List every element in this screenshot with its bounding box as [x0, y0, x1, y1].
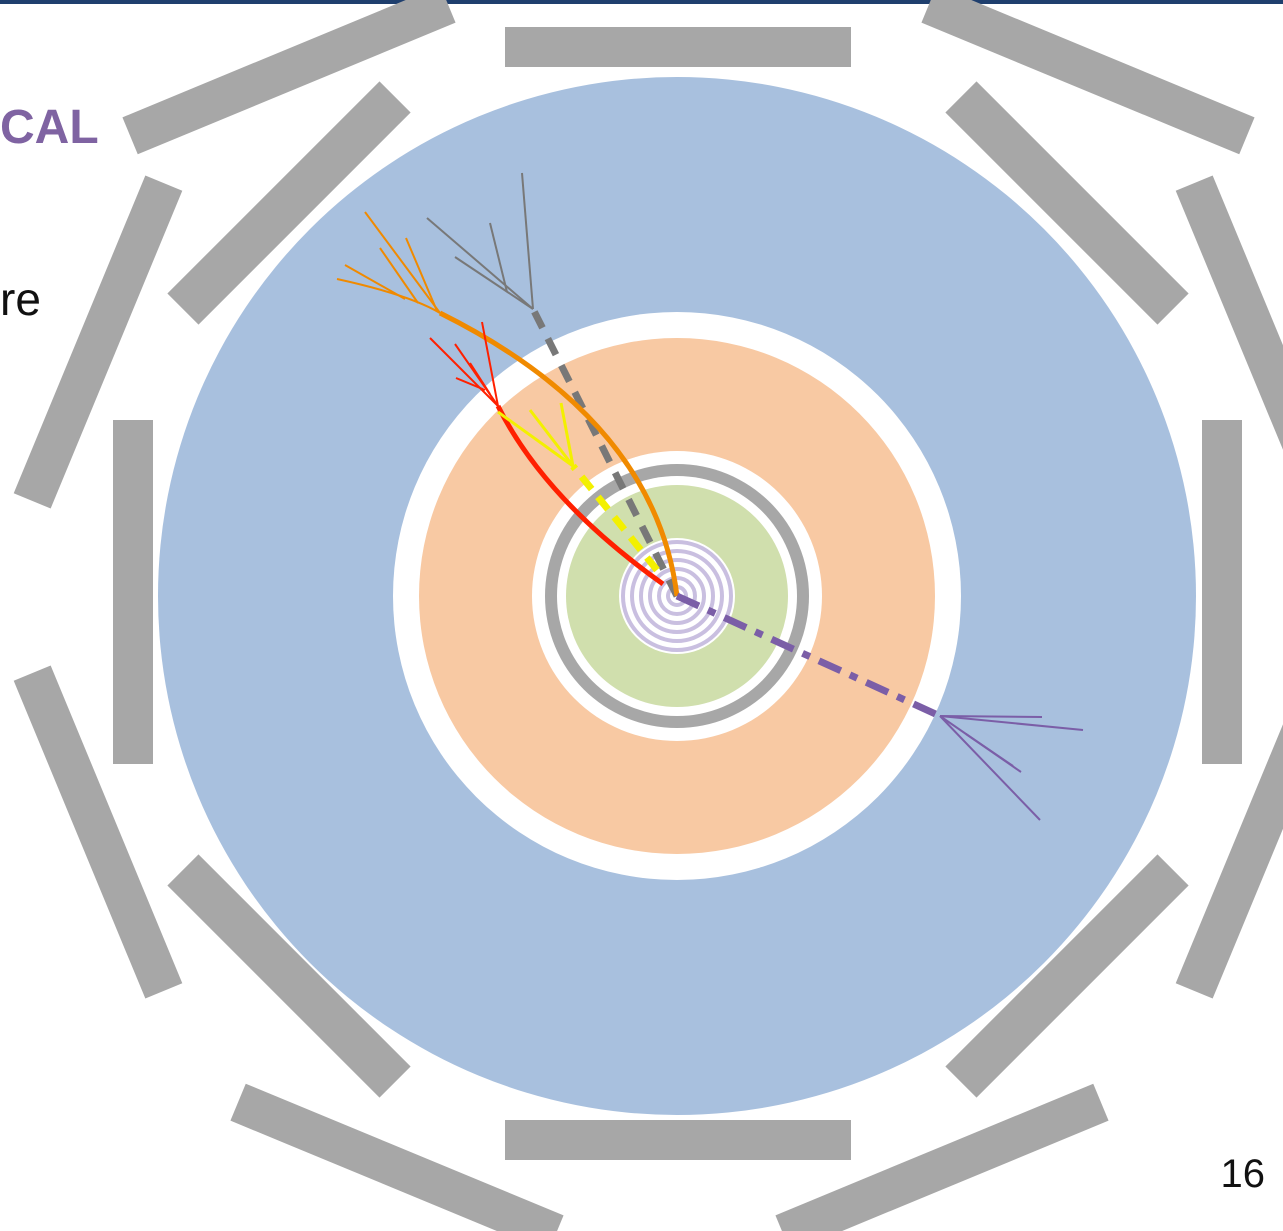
orange-shower-line [379, 247, 419, 304]
gray-shower-line [489, 222, 508, 293]
muon-chamber [1175, 175, 1283, 509]
slide-title-fragment: CAL [0, 101, 99, 154]
muon-chambers [13, 0, 1283, 1231]
orange-particle-track [438, 310, 680, 597]
yellow-shower-line [497, 410, 574, 468]
tracker-layer [630, 549, 724, 643]
muon-chamber [230, 1083, 564, 1231]
red-shower-line [429, 337, 499, 407]
muon-chamber [1202, 420, 1242, 764]
muon-chamber [167, 854, 411, 1098]
slide-header-rule [0, 0, 1283, 4]
gray-shower-line [426, 217, 534, 310]
muon-chamber [13, 665, 183, 999]
yellow-particle [497, 402, 660, 573]
muon-chamber [775, 1083, 1109, 1231]
muon-chamber [505, 27, 851, 67]
yellow-particle-track [570, 463, 660, 573]
orange-shower-line [364, 211, 441, 314]
muon-chamber [945, 854, 1189, 1098]
purple-particle-track [675, 592, 942, 720]
tracker-layer [648, 567, 706, 625]
purple-shower-line [939, 715, 1043, 718]
muon-chamber [113, 420, 153, 764]
slide-body-fragment: re [0, 273, 41, 325]
gray-shower-line [521, 172, 534, 310]
slide-number: 16 [1220, 1152, 1266, 1196]
muon-chamber [945, 81, 1189, 325]
tracker-layer [621, 540, 733, 652]
red-particle [429, 321, 665, 587]
gray-shower-line [454, 256, 534, 310]
yellow-shower-line [528, 409, 575, 467]
gray-particle [426, 172, 681, 598]
orange-particle [336, 211, 680, 597]
muon-chamber [505, 1120, 851, 1160]
purple-shower-line [939, 715, 1041, 821]
yellow-shower-line [559, 402, 575, 467]
gray-particle-track [529, 307, 681, 598]
red-shower-line [469, 362, 491, 395]
purple-shower-line [965, 733, 1014, 767]
red-shower-line [454, 343, 499, 407]
orange-shower-line [344, 264, 406, 300]
purple-shower-line [939, 715, 1084, 731]
red-shower-line [481, 321, 499, 407]
muon-chamber [167, 81, 411, 325]
muon-chamber [921, 0, 1255, 155]
muon-chamber [122, 0, 456, 155]
tracker-layer [657, 576, 697, 616]
muon-chamber [1175, 665, 1283, 999]
muon-chamber [13, 175, 183, 509]
purple-particle [675, 592, 1084, 821]
red-particle-track [495, 404, 665, 587]
orange-shower-line [405, 237, 438, 312]
tracker-layer [639, 558, 715, 634]
red-shower-line [455, 377, 486, 391]
